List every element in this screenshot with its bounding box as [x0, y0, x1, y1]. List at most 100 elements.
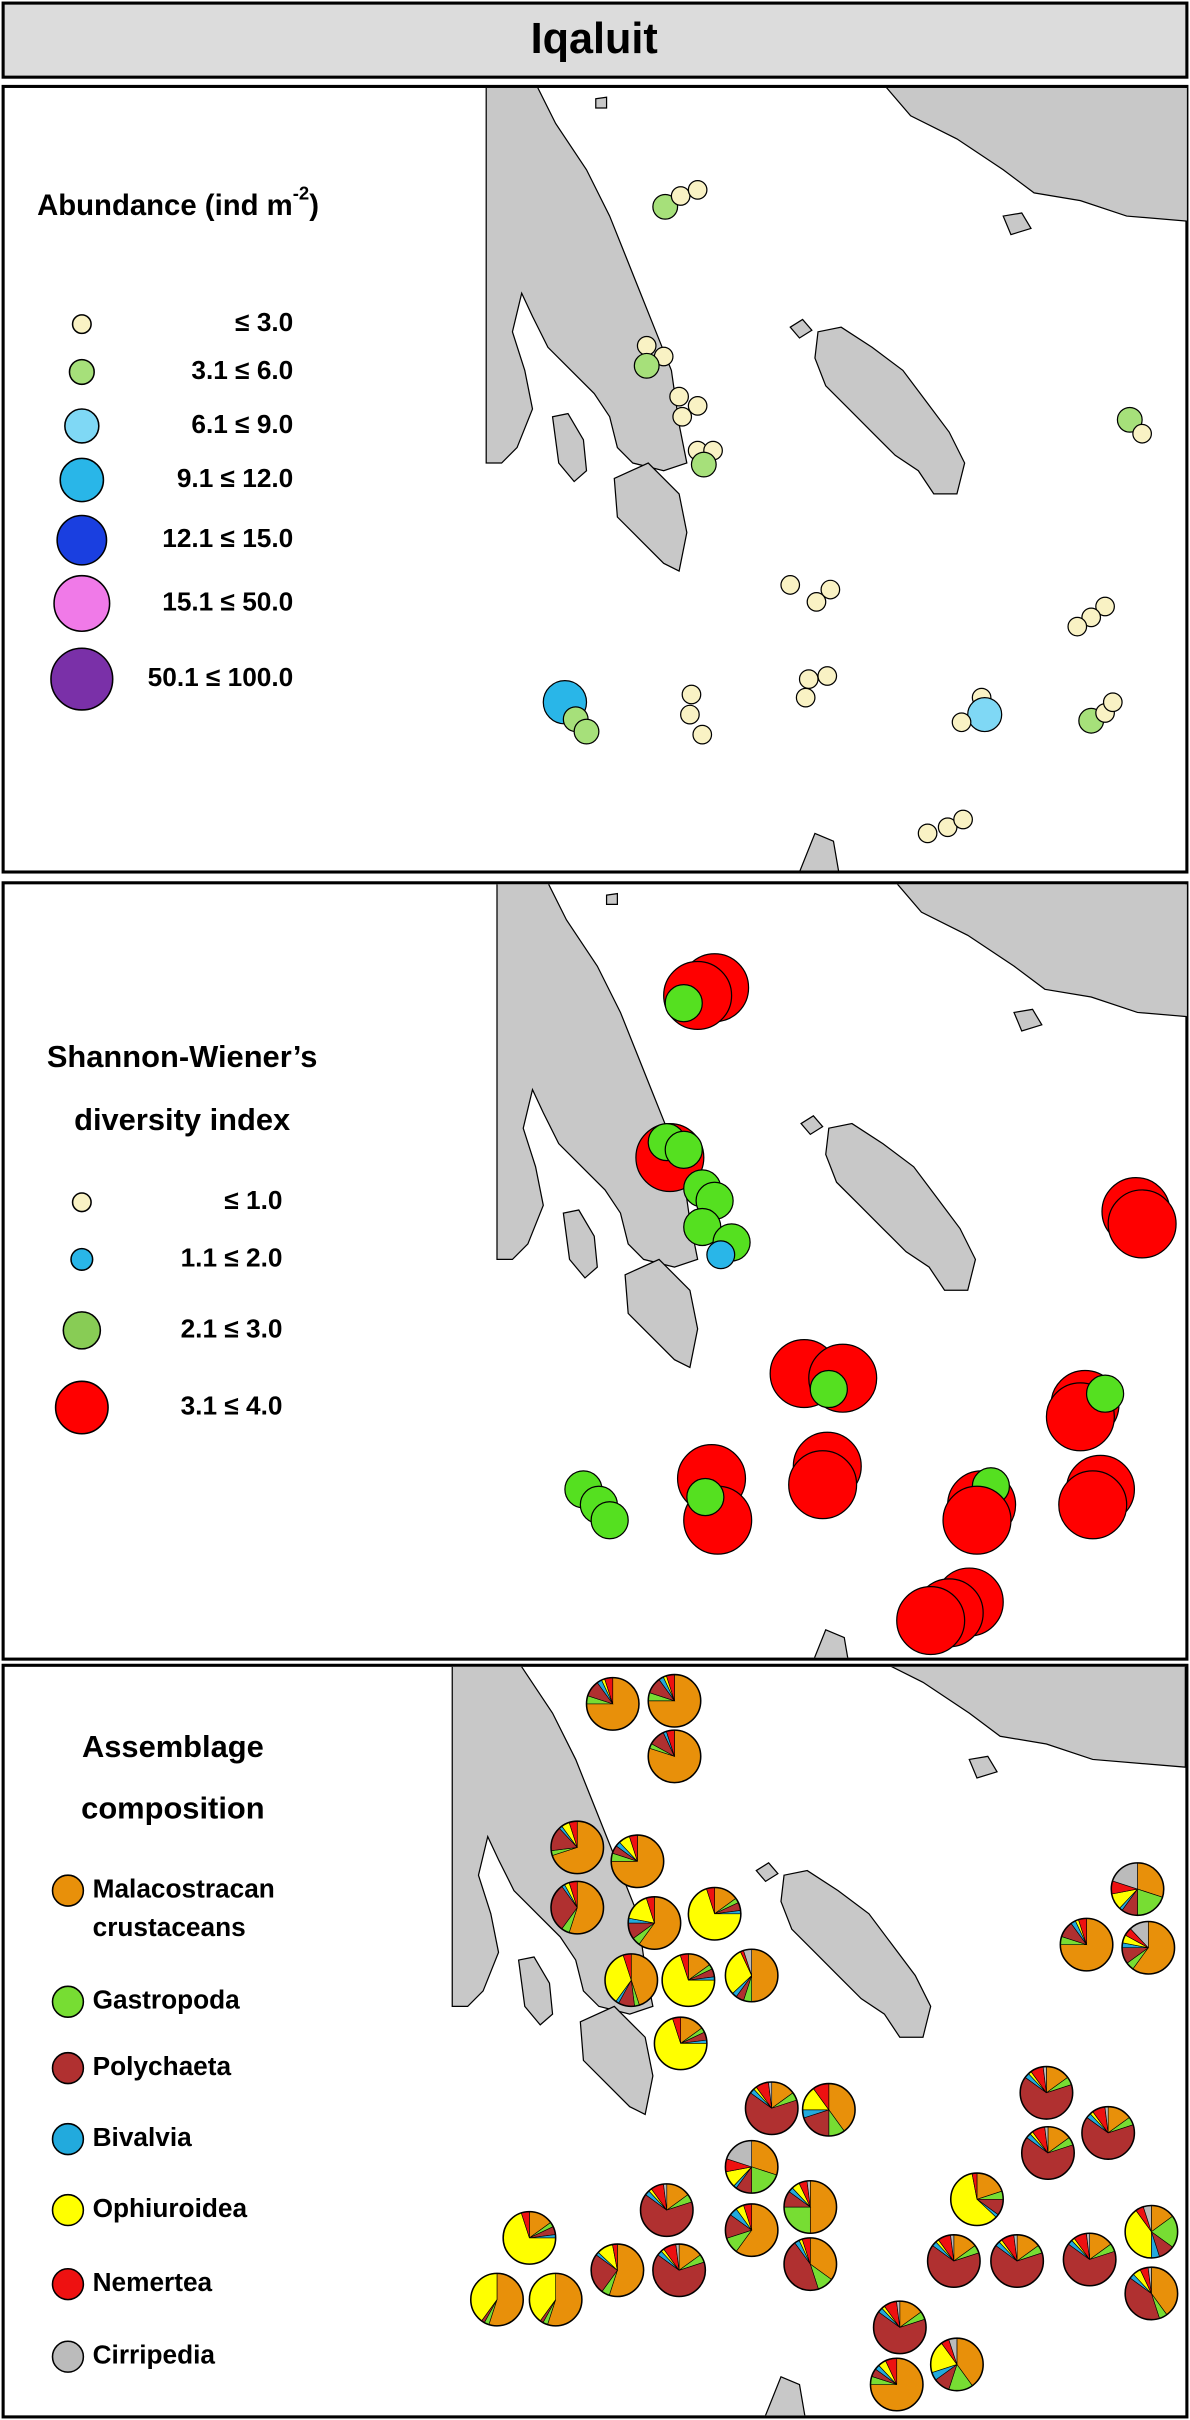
pie-outline — [1121, 1920, 1176, 1975]
pie — [528, 2272, 583, 2327]
pie-outline — [647, 1673, 702, 1728]
site-symbol — [1085, 1374, 1125, 1413]
pie-outline — [1019, 2065, 1074, 2120]
site-symbol — [942, 1485, 1012, 1555]
legend-swatch — [59, 457, 105, 503]
pie-outline — [550, 1820, 605, 1875]
pie — [990, 2234, 1045, 2289]
legend-title: diversity index — [74, 1102, 290, 1137]
pie-outline — [869, 2357, 924, 2412]
site-symbol — [953, 809, 973, 830]
site-symbol — [633, 352, 660, 379]
site-symbol — [798, 669, 819, 689]
site-symbol — [780, 575, 801, 595]
legend-label: ≤ 1.0 — [224, 1185, 282, 1215]
pie-outline — [1059, 1917, 1114, 1972]
pie — [949, 2172, 1004, 2227]
site-symbol — [1107, 1189, 1177, 1259]
pie — [1121, 1920, 1176, 1975]
pie-outline — [783, 2237, 838, 2292]
site-symbol — [806, 592, 827, 612]
pie-outline — [1124, 2204, 1179, 2259]
legend-swatch — [71, 314, 92, 335]
pie-outline — [724, 1948, 779, 2003]
site-symbol — [680, 704, 700, 725]
pie — [639, 2183, 694, 2238]
pie-outline — [502, 2210, 557, 2265]
legend-title-end: ) — [309, 189, 319, 222]
pie-outline — [661, 1953, 716, 2008]
title-bar — [1, 1, 1189, 79]
pie — [550, 1820, 605, 1875]
pie-outline — [647, 1729, 702, 1784]
site-symbol — [664, 984, 703, 1023]
pie — [929, 2337, 984, 2392]
site-symbol — [1095, 596, 1115, 617]
legend-swatch — [50, 647, 114, 711]
pie-outline — [1062, 2232, 1117, 2287]
site-symbol — [706, 1240, 736, 1270]
pie-outline — [744, 2081, 799, 2136]
pie — [604, 1953, 659, 2008]
legend-swatch — [51, 2340, 85, 2373]
pie-outline — [590, 2243, 645, 2298]
pie — [1020, 2125, 1075, 2181]
site-symbol — [1058, 1470, 1128, 1540]
site-symbol — [937, 817, 958, 838]
pie-outline — [929, 2337, 984, 2392]
pie — [687, 1886, 742, 1941]
legend-swatch — [51, 2193, 85, 2227]
legend-title: composition — [81, 1791, 264, 1826]
legend-label: Polychaeta — [93, 2051, 232, 2081]
map-symbols: ≤ 3.0 3.1 ≤ 6.0 6.1 ≤ 9.0 9.1 ≤ 12.0 12.1 ≤ … — [50, 179, 1179, 2412]
pie-outline — [652, 2243, 707, 2298]
site-symbol — [636, 335, 657, 356]
pie-outline — [1020, 2125, 1075, 2181]
pie — [724, 2139, 779, 2194]
legend-title: Shannon-Wiener’s — [47, 1039, 318, 1074]
pie — [469, 2272, 525, 2327]
legend-title-text: Abundance (ind m — [37, 189, 293, 222]
site-symbol — [809, 1369, 848, 1409]
site-symbol — [951, 712, 972, 733]
legend-title: Abundance (ind m-2) — [37, 182, 319, 221]
legend-title: Assemblage — [82, 1729, 264, 1764]
pie — [1062, 2232, 1117, 2287]
legend-swatch — [51, 2051, 85, 2085]
legend-label: Cirripedia — [93, 2340, 216, 2370]
pie-outline — [585, 1676, 640, 1731]
legend-swatch — [51, 1874, 85, 1907]
pie — [744, 2081, 799, 2136]
site-symbol — [672, 406, 693, 427]
legend-label: Bivalvia — [93, 2122, 193, 2152]
site-symbol — [670, 186, 691, 206]
pie — [724, 1948, 779, 2003]
pie — [872, 2300, 927, 2355]
legend-swatch — [62, 1311, 102, 1350]
legend-label: Gastropoda — [93, 1985, 241, 2015]
legend-label: ≤ 3.0 — [235, 307, 293, 337]
legend-swatch — [54, 1380, 109, 1435]
legend-label: 6.1 ≤ 9.0 — [191, 409, 293, 439]
legend-label: 3.1 ≤ 6.0 — [191, 355, 293, 385]
site-symbol — [686, 1477, 725, 1517]
pie-outline — [604, 1953, 659, 2008]
legend-label: 50.1 ≤ 100.0 — [148, 662, 294, 692]
site-symbol — [896, 1585, 966, 1656]
legend-swatch — [68, 358, 95, 386]
legend-swatch — [56, 514, 108, 566]
pie — [585, 1676, 640, 1731]
site-symbol — [820, 579, 841, 600]
pie-outline — [639, 2183, 694, 2238]
pie — [1059, 1917, 1114, 1972]
site-symbol — [1102, 692, 1123, 713]
pie — [627, 1896, 682, 1951]
site-symbol — [590, 1501, 629, 1540]
site-symbol — [652, 193, 679, 220]
legend-label: 2.1 ≤ 3.0 — [181, 1313, 283, 1343]
pie — [1124, 2204, 1179, 2259]
legend-label: Ophiuroidea — [93, 2193, 248, 2223]
pie-outline — [926, 2234, 981, 2289]
site-symbol — [967, 696, 1003, 733]
